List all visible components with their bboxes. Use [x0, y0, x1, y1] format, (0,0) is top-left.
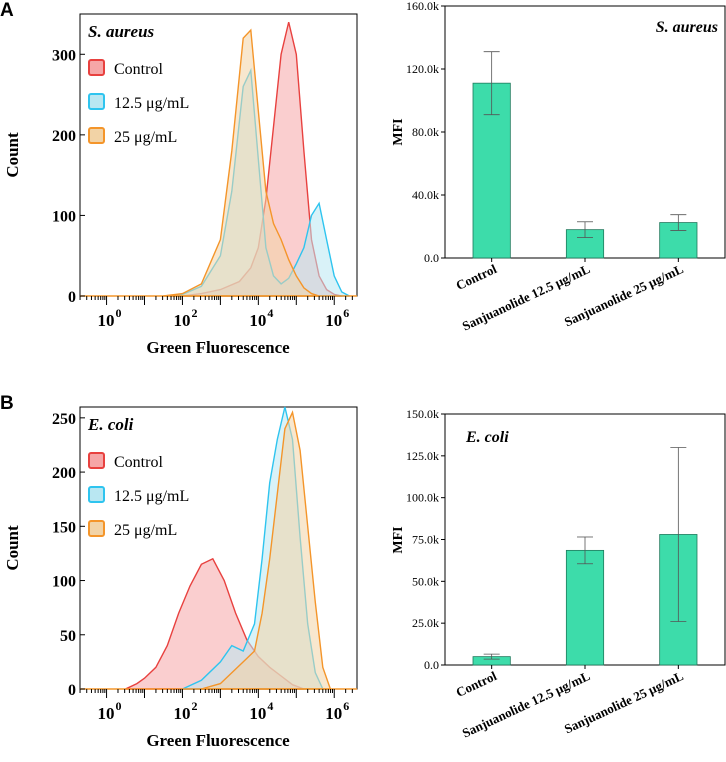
y-tick-label: 160.0k	[406, 0, 439, 13]
x-tick-exponent: 4	[267, 306, 273, 320]
x-axis-ticks: 10 0 10 2 10 4 10 6	[79, 296, 353, 330]
legend-label: 12.5 μg/mL	[114, 95, 189, 112]
x-tick-exponent: 0	[116, 306, 122, 320]
bars-layer	[472, 51, 698, 262]
y-tick-label: 0.0	[424, 251, 439, 265]
x-tick-exponent: 6	[343, 699, 349, 713]
x-tick-exponent: 2	[191, 699, 197, 713]
y-tick-label: 0	[68, 289, 76, 306]
y-tick-label: 200	[52, 128, 76, 145]
legend-label: 12.5 μg/mL	[114, 488, 189, 505]
y-tick-label: 0	[68, 682, 76, 699]
histogram-series-c25	[201, 410, 332, 690]
x-category-label: Control	[454, 668, 500, 700]
y-tick-label: 125.0k	[406, 449, 439, 463]
x-tick-exponent: 4	[267, 699, 273, 713]
y-tick-label: 120.0k	[406, 62, 439, 76]
legend: Control 12.5 μg/mL 25 μg/mL	[88, 59, 189, 146]
y-tick-label: 25.0k	[412, 616, 439, 630]
y-axis-label: MFI	[391, 526, 406, 553]
y-tick-label: 100	[52, 208, 76, 225]
y-tick-label: 40.0k	[412, 188, 439, 202]
y-tick-label: 80.0k	[412, 125, 439, 139]
legend-label: Control	[114, 454, 163, 471]
legend-swatch-control	[88, 452, 105, 469]
bar-chart-a: 0.0 40.0k 80.0k 120.0k 160.0k ControlSanjuan…	[391, 0, 726, 334]
y-tick-label: 75.0k	[412, 533, 439, 547]
x-tick-label: 10	[325, 704, 342, 723]
y-tick-label: 150	[52, 519, 76, 536]
series-layer	[80, 21, 357, 297]
legend-swatch-c25	[88, 520, 105, 537]
legend-swatch-control	[88, 59, 105, 76]
bars-layer	[472, 447, 698, 669]
x-tick-label: 10	[173, 311, 190, 330]
y-axis-label: Count	[3, 525, 22, 571]
chart-title: E. coli	[465, 429, 509, 446]
legend-swatch-c12	[88, 486, 105, 503]
legend-swatch-c25	[88, 127, 105, 144]
y-tick-label: 150.0k	[406, 407, 439, 421]
x-tick-label: 10	[325, 311, 342, 330]
y-tick-label: 50.0k	[412, 574, 439, 588]
x-tick-label: 10	[249, 704, 266, 723]
chart-title: S. aureus	[88, 22, 155, 41]
x-axis-label: Green Fluorescence	[146, 731, 290, 750]
chart-title: E. coli	[87, 415, 134, 434]
y-tick-label: 300	[52, 47, 76, 64]
legend-swatch-c12	[88, 93, 105, 110]
y-axis-ticks: 0 50 100 150 200 250	[52, 411, 85, 699]
y-tick-label: 250	[52, 411, 76, 428]
x-tick-label: 10	[98, 704, 115, 723]
x-tick-label: 10	[98, 311, 115, 330]
legend-label: 25 μg/mL	[114, 129, 177, 146]
x-category-label: Control	[454, 261, 500, 293]
x-axis-ticks: 10 0 10 2 10 4 10 6	[79, 689, 353, 723]
series-layer	[80, 406, 357, 690]
histogram-series-c25	[163, 28, 320, 297]
y-tick-label: 200	[52, 465, 76, 482]
bar	[565, 549, 605, 666]
y-tick-label: 100	[52, 574, 76, 591]
y-axis-label: Count	[3, 132, 22, 178]
bar-chart-b: 0.0 25.0k 50.0k 75.0k 100.0k 125.0k 150.0k Con…	[391, 407, 726, 741]
panel-letter-a: A	[0, 0, 14, 21]
legend-label: Control	[114, 61, 163, 78]
y-tick-label: 100.0k	[406, 491, 439, 505]
x-axis-label: Green Fluorescence	[146, 338, 290, 357]
y-tick-label: 50	[60, 628, 76, 645]
y-axis-ticks: 0.0 40.0k 80.0k 120.0k 160.0k	[406, 0, 445, 265]
y-tick-label: 0.0	[424, 658, 439, 672]
x-tick-exponent: 2	[191, 306, 197, 320]
x-tick-exponent: 6	[343, 306, 349, 320]
y-axis-ticks: 0 100 200 300	[52, 47, 85, 306]
x-tick-label: 10	[249, 311, 266, 330]
x-tick-exponent: 0	[116, 699, 122, 713]
chart-title: S. aureus	[656, 19, 718, 36]
y-axis-ticks: 0.0 25.0k 50.0k 75.0k 100.0k 125.0k 150.0k	[406, 407, 445, 672]
panel-letter-b: B	[0, 393, 14, 414]
legend-label: 25 μg/mL	[114, 522, 177, 539]
x-tick-label: 10	[173, 704, 190, 723]
y-axis-label: MFI	[391, 118, 406, 145]
legend: Control 12.5 μg/mL 25 μg/mL	[88, 452, 189, 539]
